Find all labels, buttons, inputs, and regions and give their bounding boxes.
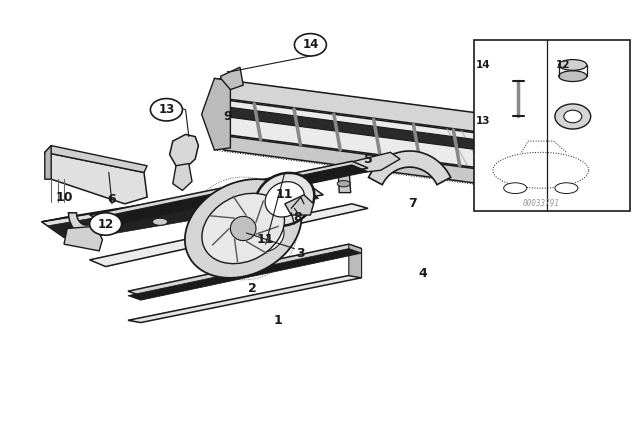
Text: 7: 7: [408, 197, 417, 211]
Polygon shape: [221, 67, 243, 90]
Ellipse shape: [247, 219, 284, 252]
Text: 12: 12: [556, 60, 570, 70]
Text: 14: 14: [476, 60, 490, 70]
Text: 9: 9: [223, 110, 232, 123]
Circle shape: [90, 213, 122, 235]
Polygon shape: [338, 166, 351, 193]
Polygon shape: [48, 182, 319, 241]
Ellipse shape: [255, 173, 314, 226]
Polygon shape: [285, 195, 314, 215]
Ellipse shape: [555, 183, 578, 194]
Polygon shape: [214, 78, 582, 146]
Ellipse shape: [185, 179, 301, 278]
Ellipse shape: [238, 211, 293, 260]
Text: 14: 14: [302, 38, 319, 52]
Polygon shape: [170, 134, 198, 168]
Text: 10: 10: [55, 190, 73, 204]
Polygon shape: [90, 161, 368, 222]
Ellipse shape: [504, 183, 527, 194]
Polygon shape: [214, 134, 582, 197]
Text: 2: 2: [248, 282, 257, 296]
Polygon shape: [369, 151, 451, 185]
Polygon shape: [214, 105, 582, 164]
Text: 11: 11: [276, 188, 294, 202]
Text: 13: 13: [476, 116, 490, 126]
Circle shape: [150, 99, 182, 121]
Polygon shape: [573, 125, 582, 197]
Polygon shape: [336, 152, 400, 175]
Polygon shape: [90, 204, 368, 267]
Polygon shape: [214, 99, 582, 181]
Ellipse shape: [265, 182, 305, 217]
Bar: [474, 40, 630, 211]
Ellipse shape: [559, 60, 587, 70]
Text: 8: 8: [293, 211, 302, 224]
Polygon shape: [45, 152, 147, 204]
Text: 00033791: 00033791: [522, 199, 559, 208]
Text: 4: 4: [418, 267, 427, 280]
Polygon shape: [349, 244, 362, 278]
Polygon shape: [173, 164, 192, 190]
Polygon shape: [68, 213, 104, 235]
Polygon shape: [90, 165, 368, 226]
Text: 11: 11: [257, 233, 275, 246]
Text: 12: 12: [97, 217, 114, 231]
Text: 6: 6: [108, 193, 116, 206]
Polygon shape: [42, 175, 323, 222]
Ellipse shape: [559, 71, 587, 82]
Polygon shape: [42, 179, 323, 237]
Ellipse shape: [202, 193, 284, 264]
Circle shape: [294, 34, 326, 56]
Ellipse shape: [230, 216, 256, 241]
Polygon shape: [128, 249, 362, 300]
Polygon shape: [64, 226, 102, 251]
Polygon shape: [45, 146, 51, 179]
Text: 5: 5: [364, 152, 372, 166]
Text: 13: 13: [158, 103, 175, 116]
Ellipse shape: [555, 104, 591, 129]
Ellipse shape: [152, 218, 168, 225]
Ellipse shape: [236, 208, 251, 215]
Polygon shape: [45, 146, 147, 172]
Ellipse shape: [564, 110, 582, 123]
Polygon shape: [128, 244, 362, 296]
Polygon shape: [202, 78, 230, 150]
Text: 3: 3: [296, 246, 305, 260]
Text: 1: 1: [274, 314, 283, 327]
Polygon shape: [128, 276, 362, 323]
Ellipse shape: [337, 181, 350, 187]
